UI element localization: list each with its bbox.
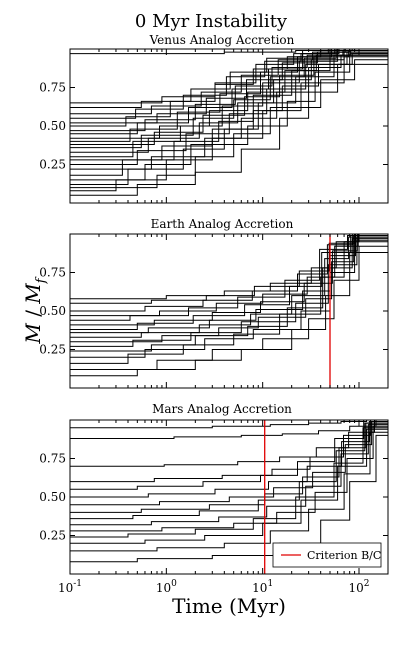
venus-series-line [70, 49, 389, 170]
earth-series-line [70, 234, 389, 364]
earth-series-group [70, 233, 389, 377]
earth-series-line [70, 234, 389, 330]
mars-series-group [70, 419, 389, 563]
x-axis-label: Time (Myr) [172, 594, 286, 618]
mars-series-line [70, 419, 388, 467]
venus-series-line [70, 48, 388, 142]
mars-series-line [70, 420, 389, 552]
earth-series-line [70, 234, 389, 370]
venus-series-line [70, 49, 389, 181]
y-tick-label: 0.25 [39, 529, 66, 543]
y-tick-label: 0.25 [39, 343, 66, 357]
venus-series-line [70, 49, 389, 189]
y-tick-label: 0.75 [39, 81, 66, 95]
earth-series-line [70, 234, 389, 352]
mars-legend: Criterion B/C [272, 542, 382, 568]
y-tick-label: 0.75 [39, 452, 66, 466]
earth-series-line [70, 233, 388, 312]
venus-series-line [70, 49, 389, 139]
earth-series-line [70, 234, 389, 343]
y-tick-label: 0.50 [39, 490, 66, 504]
mars-series-line [70, 419, 388, 429]
mars-series-line [70, 420, 389, 538]
mars-series-line [70, 420, 389, 513]
y-tick-label: 0.75 [39, 266, 66, 280]
x-tick-label: 10-1 [58, 579, 82, 595]
ylabel-denominator: M [21, 283, 45, 305]
mars-panel: Mars Analog Accretion 0.25 0.50 0.75 Crite… [39, 402, 389, 575]
venus-panel: Venus Analog Accretion 0.25 0.50 0.75 [39, 33, 389, 204]
mars-panel-title: Mars Analog Accretion [152, 402, 292, 416]
svg-text:M / Mf: M / Mf [21, 276, 49, 344]
mars-series-line [70, 420, 389, 506]
venus-series-line [70, 48, 388, 149]
mars-series-line [70, 420, 389, 520]
venus-series-line [70, 48, 388, 115]
x-tick-label: 101 [252, 579, 273, 595]
x-tick-label: 100 [156, 579, 177, 595]
earth-panel-title: Earth Analog Accretion [151, 217, 294, 231]
mars-series-line [70, 420, 389, 563]
venus-series-line [70, 49, 389, 153]
mars-series-line [70, 420, 389, 498]
mars-series-line [70, 419, 388, 490]
venus-series-line [70, 48, 388, 55]
venus-y-ticks: 0.25 0.50 0.75 [39, 81, 388, 172]
y-axis-label: M / Mf [21, 276, 49, 344]
venus-panel-title: Venus Analog Accretion [149, 33, 295, 47]
ylabel-subscript: f [34, 276, 49, 284]
y-tick-label: 0.50 [39, 119, 66, 133]
x-tick-label: 102 [348, 579, 369, 595]
venus-x-ticks [69, 49, 389, 203]
venus-series-line [70, 48, 388, 119]
y-tick-label: 0.50 [39, 304, 66, 318]
figure-suptitle: 0 Myr Instability [135, 11, 288, 32]
mars-series-line [70, 419, 388, 483]
mars-y-ticks: 0.25 0.50 0.75 [39, 452, 388, 543]
earth-series-line [70, 233, 388, 317]
venus-series-line [70, 49, 389, 161]
mars-series-line [70, 420, 389, 532]
ylabel-numerator: M [21, 323, 45, 345]
earth-y-ticks: 0.25 0.50 0.75 [39, 266, 388, 357]
earth-series-line [70, 233, 388, 326]
venus-series-group [70, 48, 389, 196]
mars-series-line [70, 419, 388, 439]
earth-series-line [70, 233, 388, 304]
x-tick-labels: 10-1 100 101 102 [58, 579, 370, 595]
earth-panel: Earth Analog Accretion 0.25 0.50 0.75 [39, 217, 389, 389]
mars-x-ticks [69, 420, 389, 574]
mars-series-line [70, 420, 389, 526]
legend-label: Criterion B/C [307, 549, 381, 562]
earth-series-line [70, 233, 388, 300]
earth-series-line [70, 233, 388, 334]
earth-x-ticks [69, 234, 389, 388]
earth-series-line [70, 234, 389, 338]
y-tick-label: 0.25 [39, 158, 66, 172]
